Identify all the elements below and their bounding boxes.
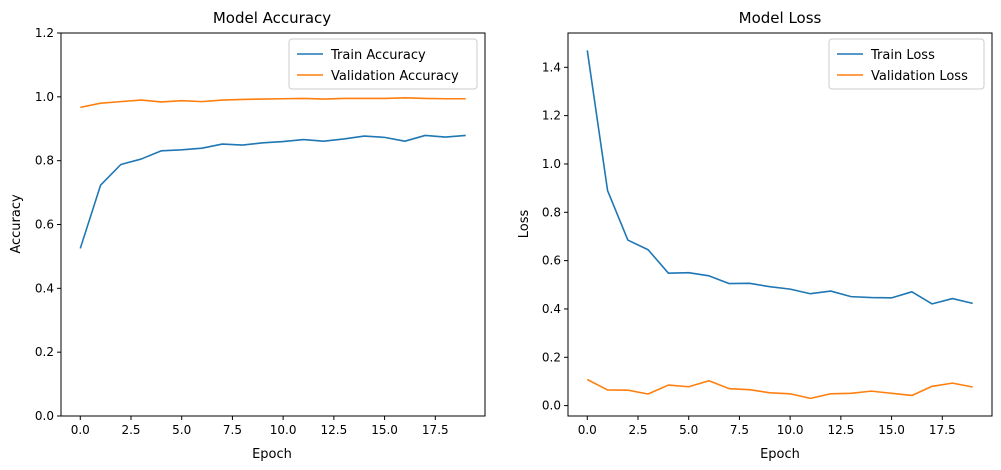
x-tick-label: 10.0 <box>270 423 297 437</box>
loss-chart: Model Loss Epoch Loss 0.0 2.5 5.0 7.5 10.0 12… <box>517 9 993 462</box>
series-line-0 <box>586 50 973 305</box>
legend-box <box>288 38 478 90</box>
legend-box <box>828 38 985 90</box>
x-tick-label: 17.5 <box>422 423 449 437</box>
plot-frame <box>567 32 993 417</box>
x-axis-label: Epoch <box>252 447 292 462</box>
x-tick-label: 15.0 <box>371 423 398 437</box>
y-tick-label: 0.2 <box>542 350 561 364</box>
series-lines <box>79 96 466 249</box>
series-line-1 <box>586 378 973 400</box>
x-tick-label: 7.5 <box>223 423 242 437</box>
x-tick-label: 12.5 <box>321 423 348 437</box>
y-tick-label: 0.6 <box>35 218 54 232</box>
x-tick-label: 12.5 <box>828 423 855 437</box>
ticks: 0.0 2.5 5.0 7.5 10.0 12.5 15.0 17.5 0.0 0.2 0.4 0.6… <box>542 60 956 437</box>
y-tick-label: 1.0 <box>542 157 561 171</box>
y-tick-label: 1.0 <box>35 90 54 104</box>
legend-label: Validation Accuracy <box>331 69 459 84</box>
y-tick-label: 1.2 <box>35 26 54 40</box>
y-tick-label: 0.8 <box>35 154 54 168</box>
y-tick-label: 0.2 <box>35 345 54 359</box>
x-tick-label: 0.0 <box>578 423 597 437</box>
x-tick-label: 10.0 <box>777 423 804 437</box>
x-tick-label: 5.0 <box>679 423 698 437</box>
legend: Train Accuracy Validation Accuracy <box>288 38 478 90</box>
legend-label: Validation Loss <box>871 69 968 84</box>
y-tick-label: 0.4 <box>35 281 54 295</box>
legend-label: Train Accuracy <box>330 48 426 63</box>
y-tick-label: 0.0 <box>542 399 561 413</box>
plot-frame <box>60 32 486 417</box>
x-tick-label: 17.5 <box>929 423 956 437</box>
x-tick-label: 0.0 <box>71 423 90 437</box>
y-axis-label: Accuracy <box>9 194 24 254</box>
x-tick-label: 5.0 <box>172 423 191 437</box>
legend: Train Loss Validation Loss <box>828 38 985 90</box>
y-tick-label: 1.2 <box>542 109 561 123</box>
y-tick-label: 0.6 <box>542 254 561 268</box>
x-axis-label: Epoch <box>760 447 800 462</box>
series-lines <box>586 50 973 400</box>
x-tick-label: 2.5 <box>121 423 140 437</box>
legend-label: Train Loss <box>870 48 935 63</box>
x-tick-label: 2.5 <box>628 423 647 437</box>
y-tick-label: 0.0 <box>35 409 54 423</box>
chart-title: Model Loss <box>739 9 822 27</box>
y-tick-label: 0.4 <box>542 302 561 316</box>
series-line-0 <box>79 134 466 249</box>
accuracy-chart: Model Accuracy Epoch Accuracy 0.0 2.5 5.0 7… <box>9 9 486 462</box>
ticks: 0.0 2.5 5.0 7.5 10.0 12.5 15.0 17.5 0.0 0.2 0.4 0.6… <box>35 26 449 437</box>
series-line-1 <box>80 96 466 109</box>
x-tick-label: 7.5 <box>730 423 749 437</box>
chart-title: Model Accuracy <box>213 9 331 27</box>
y-tick-label: 1.4 <box>542 60 561 74</box>
x-tick-label: 15.0 <box>878 423 905 437</box>
y-tick-label: 0.8 <box>542 205 561 219</box>
y-axis-label: Loss <box>517 210 532 239</box>
